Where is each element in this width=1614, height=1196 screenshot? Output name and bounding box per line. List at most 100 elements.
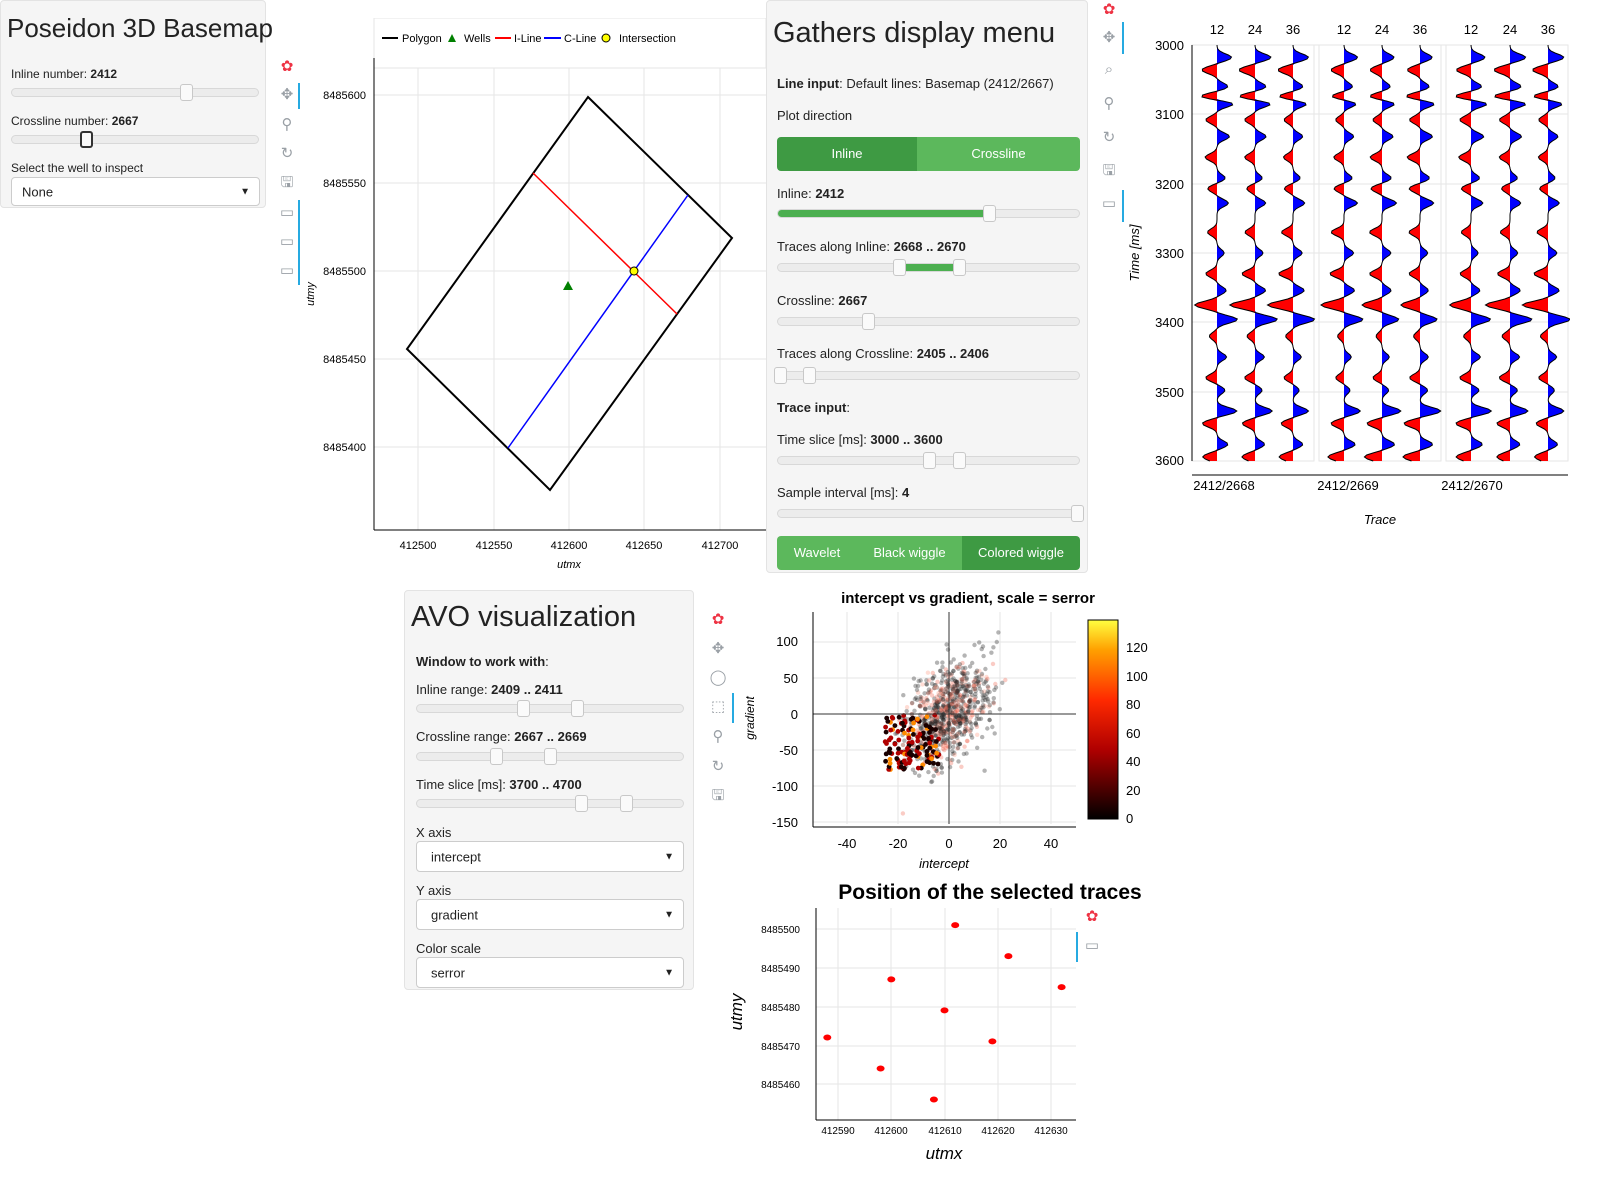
scatter-point [917,703,922,709]
sample-interval-slider-handle[interactable] [1071,505,1084,522]
well-marker[interactable] [563,281,573,290]
gathers-inline-slider-handle[interactable] [983,205,996,222]
time-slice-slider-handle-start[interactable] [923,452,936,469]
traces-inline-slider-handle-start[interactable] [893,259,906,276]
crossline-number-slider[interactable] [11,131,259,148]
crossline-range-slider-handle-end[interactable] [544,748,557,765]
inline-direction-button[interactable]: Inline [777,137,917,171]
active-tool-indicator [1122,190,1124,222]
black-wiggle-button[interactable]: Black wiggle [857,536,962,570]
crossline-range-slider-handle-start[interactable] [490,748,503,765]
scatter-point [941,703,946,708]
scatter-point [968,689,973,695]
save-icon[interactable]: 🖫 [711,787,725,804]
gathers-chart[interactable]: 12 24 36 12 24 36 12 24 36 3000 3100 320… [1124,15,1570,535]
pan-icon[interactable]: ✥ [1102,29,1116,46]
color-scale-select[interactable]: serror ▼ [416,957,684,988]
reset-icon[interactable]: ↻ [711,758,725,775]
x-axis-select[interactable]: intercept ▼ [416,841,684,872]
scatter-point [966,708,971,713]
trace-position-point[interactable] [929,1096,938,1103]
well-select[interactable]: None ▼ [11,177,260,206]
scatter-point [952,719,957,724]
inline-number-slider-handle[interactable] [180,84,193,101]
scatter-point [981,695,986,700]
scatter-point [944,678,949,684]
hover-icon[interactable]: ▭ [279,233,295,250]
wheel-zoom-icon[interactable]: ⚲ [712,728,724,745]
time-slice-slider[interactable] [777,452,1080,469]
reset-icon[interactable]: ↻ [280,145,294,162]
inline-range-slider-handle-end[interactable] [571,700,584,717]
wheel-zoom-icon[interactable]: ⚲ [281,116,293,133]
traces-crossline-slider-handle-end[interactable] [803,367,816,384]
scatter-point [958,693,963,698]
lasso-select-icon[interactable]: ◯ [709,669,727,686]
traces-crossline-slider[interactable] [774,367,1080,384]
basemap-chart[interactable]: Polygon Wells I-Line C-Line Intersection… [300,18,766,578]
trace-position-point[interactable] [940,1007,949,1014]
colored-wiggle-button[interactable]: Colored wiggle [962,536,1080,570]
chevron-down-icon: ▼ [664,851,674,862]
scatter-grid [813,612,1076,824]
scatter-point [965,688,970,694]
scatter-point-selected [889,715,895,720]
crossline-direction-button[interactable]: Crossline [917,137,1080,171]
save-icon[interactable]: 🖫 [280,174,294,191]
y-axis-select[interactable]: gradient ▼ [416,899,684,930]
wavelet-button[interactable]: Wavelet [777,536,857,570]
wheel-zoom-icon[interactable]: ⚲ [1103,95,1115,112]
trace-position-point[interactable] [887,976,896,983]
scatter-point [973,677,978,682]
trace-position-point[interactable] [876,1065,885,1072]
intersection-marker[interactable] [629,266,639,276]
gathers-crossline-slider[interactable] [777,313,1080,330]
y-tick-label: 3300 [1155,246,1184,261]
intercept-gradient-scatter[interactable]: intercept vs gradient, scale = serror 10… [740,585,1180,875]
scatter-point [948,660,954,665]
hover-icon[interactable]: ▭ [1101,195,1117,212]
box-zoom-icon[interactable]: ⌕ [1104,61,1114,78]
hover-icon[interactable]: ▭ [279,262,295,279]
trace-position-point[interactable] [1004,953,1013,960]
time-slice-slider-handle-end[interactable] [953,452,966,469]
position-chart[interactable]: Position of the selected traces 8485500 … [720,876,1180,1166]
save-icon[interactable]: 🖫 [1102,162,1116,179]
traces-inline-slider-handle-end[interactable] [953,259,966,276]
avo-time-slice-slider[interactable] [416,795,684,812]
bokeh-logo-icon[interactable]: ✿ [1102,1,1116,18]
pan-icon[interactable]: ✥ [280,86,294,103]
hover-icon[interactable]: ▭ [279,204,295,221]
traces-inline-slider[interactable] [777,259,1080,276]
pan-icon[interactable]: ✥ [711,640,725,657]
crossline-number-slider-handle[interactable] [80,131,93,148]
hover-icon[interactable]: ▭ [1084,937,1100,954]
scatter-point [915,683,921,689]
inline-range-slider[interactable] [416,700,684,717]
box-select-icon[interactable]: ⬚ [710,698,726,715]
inline-number-slider[interactable] [11,84,259,101]
crossline-range-slider[interactable] [416,748,684,765]
inline-range-slider-handle-start[interactable] [517,700,530,717]
scatter-point [951,744,956,750]
trace-position-point[interactable] [988,1038,997,1045]
sample-interval-slider[interactable] [777,505,1084,522]
trace-position-point[interactable] [823,1034,832,1041]
gathers-crossline-slider-handle[interactable] [862,313,875,330]
traces-crossline-slider-handle-start[interactable] [774,367,787,384]
bokeh-logo-icon[interactable]: ✿ [280,58,294,75]
avo-time-slice-slider-handle-end[interactable] [620,795,633,812]
scatter-point [983,697,988,703]
avo-time-slice-slider-handle-start[interactable] [575,795,588,812]
scatter-point [955,738,961,744]
bokeh-logo-icon[interactable]: ✿ [711,611,725,628]
trace-position-point[interactable] [951,922,960,929]
scatter-point [974,669,980,675]
reset-icon[interactable]: ↻ [1102,129,1116,146]
scatter-point [937,668,943,673]
bokeh-logo-icon[interactable]: ✿ [1085,908,1099,925]
scatter-point-selected [933,743,938,749]
trace-position-point[interactable] [1057,984,1066,991]
scatter-point [982,768,987,773]
gathers-inline-slider[interactable] [777,205,1080,222]
